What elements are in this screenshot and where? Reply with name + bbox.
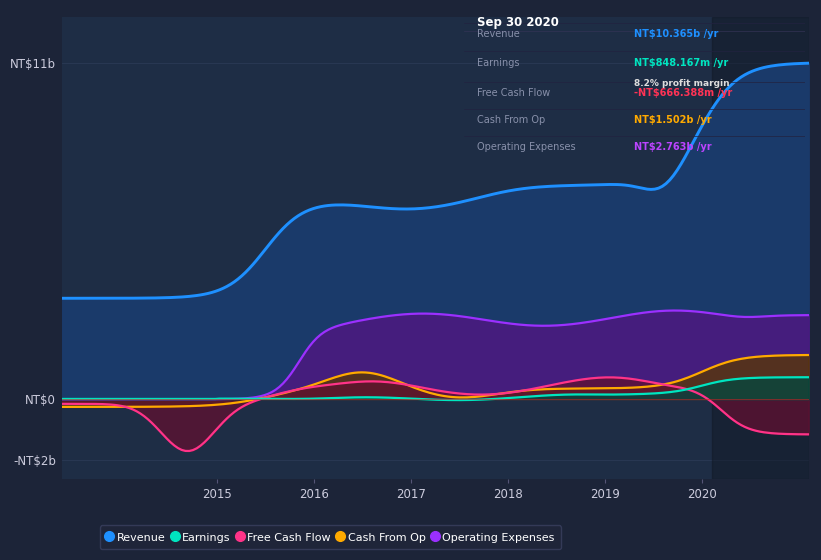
Text: Cash From Op: Cash From Op (478, 115, 546, 125)
Text: NT$848.167m /yr: NT$848.167m /yr (635, 58, 728, 68)
Text: NT$10.365b /yr: NT$10.365b /yr (635, 29, 718, 39)
Text: Free Cash Flow: Free Cash Flow (478, 88, 551, 98)
Text: NT$1.502b /yr: NT$1.502b /yr (635, 115, 712, 125)
Bar (712, 17, 809, 479)
Text: 8.2% profit margin: 8.2% profit margin (635, 78, 730, 87)
Text: Operating Expenses: Operating Expenses (478, 142, 576, 152)
Text: Earnings: Earnings (478, 58, 520, 68)
Text: NT$2.763b /yr: NT$2.763b /yr (635, 142, 712, 152)
Text: Sep 30 2020: Sep 30 2020 (478, 16, 559, 29)
Text: -NT$666.388m /yr: -NT$666.388m /yr (635, 88, 732, 98)
Legend: Revenue, Earnings, Free Cash Flow, Cash From Op, Operating Expenses: Revenue, Earnings, Free Cash Flow, Cash … (100, 525, 561, 549)
Text: Revenue: Revenue (478, 29, 521, 39)
